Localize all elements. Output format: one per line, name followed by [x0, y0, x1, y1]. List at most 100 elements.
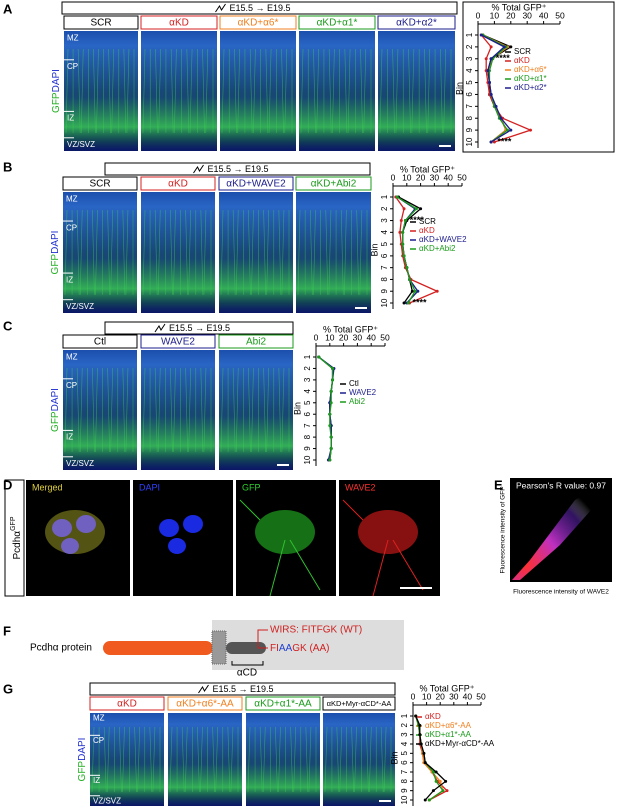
cell	[255, 510, 315, 554]
y-tick-label: 1	[380, 194, 389, 199]
neuron	[122, 210, 126, 295]
neuron	[263, 367, 266, 453]
series-line	[395, 196, 439, 304]
neuron	[181, 726, 185, 793]
layer-label: MZ	[66, 352, 78, 361]
neuron	[366, 726, 369, 793]
timeline-icon	[154, 323, 166, 333]
neuron	[157, 210, 161, 295]
neuron	[297, 210, 301, 295]
y-tick-label: 4	[400, 741, 409, 746]
data-point	[317, 355, 321, 359]
x-tick-label: 0	[476, 10, 481, 20]
neuron	[268, 48, 272, 134]
neuron	[203, 210, 207, 295]
nucleus	[159, 519, 179, 537]
neuron	[328, 48, 332, 134]
neuron	[154, 367, 158, 453]
series-line	[480, 34, 533, 143]
legend-label: αKD+α1*	[514, 74, 547, 83]
column-header: αKD+α2*	[396, 18, 437, 29]
scatter-cloud	[512, 482, 605, 580]
layer-label: VZ/SVZ	[67, 140, 95, 149]
neuron	[263, 210, 266, 295]
legend-label: αKD+Myr-αCD*-AA	[425, 739, 495, 748]
y-tick-label: 10	[400, 795, 409, 804]
column-header-box	[377, 15, 456, 30]
channel-label: GFP	[242, 482, 261, 492]
column-header: SCR	[89, 179, 110, 190]
data-point	[405, 266, 409, 270]
y-tick-label: 10	[303, 455, 312, 464]
panel-label: G	[3, 681, 13, 696]
layer-label: CP	[93, 736, 104, 745]
x-tick-label: 20	[435, 691, 445, 701]
column-header: Abi2	[246, 337, 266, 348]
neuron	[91, 726, 95, 793]
legend-label: αKD+α6*-AA	[425, 721, 472, 730]
stain-label: GFPDAPI	[77, 738, 88, 782]
series-line	[396, 196, 418, 304]
y-tick-label: 9	[465, 127, 474, 132]
neuron	[227, 726, 231, 793]
data-point	[489, 57, 493, 61]
y-tick-label: 1	[465, 32, 474, 37]
neuron	[212, 726, 215, 793]
neuron	[137, 726, 140, 793]
neuron	[237, 48, 240, 134]
x-tick-label: 50	[476, 691, 486, 701]
neuron	[123, 48, 127, 134]
nucleus	[61, 538, 79, 554]
chart-title: % Total GFP⁺	[400, 164, 455, 174]
data-point	[492, 140, 496, 144]
neuron	[313, 48, 316, 134]
neuron	[107, 367, 110, 453]
timeline-box	[104, 162, 371, 176]
panel-label: A	[3, 1, 13, 16]
column-header-box	[245, 696, 321, 711]
data-point	[402, 254, 406, 258]
layer-label: VZ/SVZ	[66, 302, 94, 311]
layer-label: IZ	[67, 114, 74, 123]
column-header-box	[62, 334, 138, 349]
neuron	[344, 210, 347, 295]
data-point	[434, 779, 438, 783]
y-tick-label: 3	[465, 56, 474, 61]
panel-label: B	[3, 159, 12, 174]
layer-label: MZ	[67, 33, 79, 42]
data-point	[444, 779, 448, 783]
image-dapi	[133, 480, 233, 596]
column-header: αKD	[168, 179, 188, 190]
neuron	[275, 726, 278, 793]
neuron	[220, 367, 224, 453]
neuron	[324, 726, 328, 793]
cd-bar	[226, 642, 266, 654]
data-point	[431, 789, 435, 793]
neuron	[149, 726, 153, 793]
data-point	[499, 116, 503, 120]
neuron	[200, 210, 204, 295]
y-tick-label: 2	[465, 44, 474, 49]
y-tick-label: 3	[303, 377, 312, 382]
neuron	[95, 367, 98, 453]
neuron	[189, 48, 193, 134]
channel-label: DAPI	[139, 482, 160, 492]
timeline-icon	[193, 164, 204, 174]
x-axis-label: Fluorescence intensity of WAVE2	[513, 589, 609, 596]
data-point	[402, 207, 406, 211]
y-tick-label: 3	[380, 218, 389, 223]
x-tick-label: 40	[539, 10, 549, 20]
micrograph-gfp	[219, 192, 293, 313]
legend-label: αKD+α1*-AA	[425, 730, 472, 739]
column-header: αKD+WAVE2	[226, 179, 286, 190]
neuron	[76, 210, 80, 295]
protein-label: Pcdhα protein	[30, 643, 92, 654]
neuron	[106, 726, 110, 793]
neuron	[221, 48, 225, 134]
neuron	[424, 48, 427, 134]
neuron	[64, 367, 68, 453]
legend-label: αKD+WAVE2	[419, 235, 467, 244]
neuron	[65, 48, 69, 134]
x-tick-label: 10	[325, 332, 335, 342]
